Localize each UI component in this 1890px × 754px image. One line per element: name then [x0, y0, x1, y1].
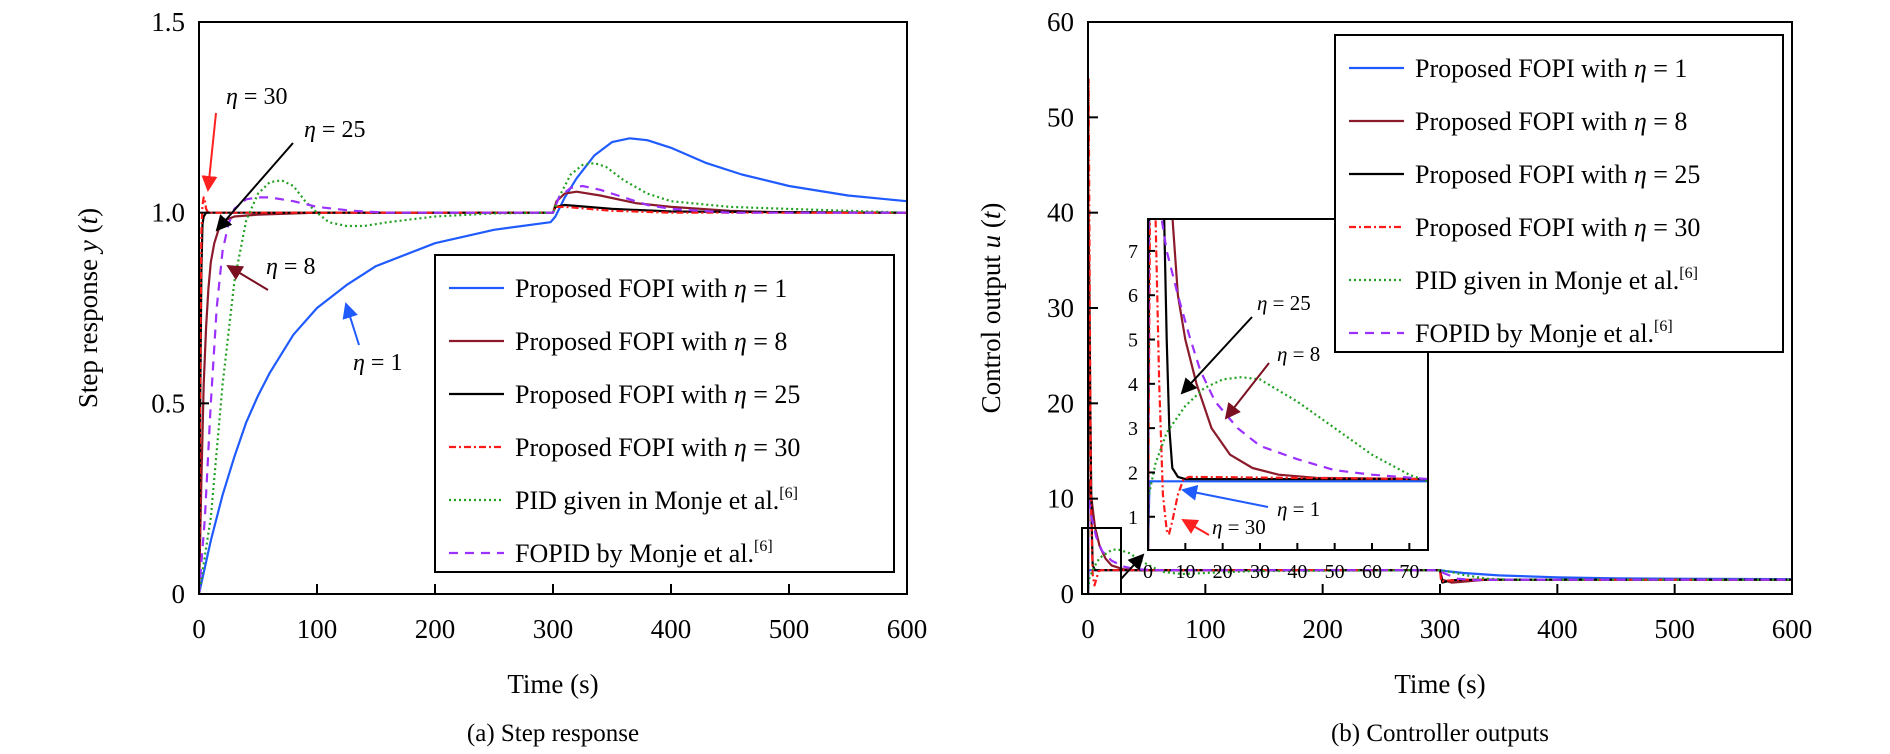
step-response-chart: 0 100 200 300 400 500 600 0 0.5 1.0 1.5 Time (s) S… — [73, 7, 927, 747]
annotation-arrow — [1181, 484, 1269, 508]
x-tick-label: 300 — [533, 614, 574, 644]
annotation-eta-30: η = 30 — [226, 84, 287, 110]
y-tick-label: 3 — [1128, 418, 1138, 440]
y-tick-label: 50 — [1047, 102, 1074, 132]
x-tick-label: 500 — [769, 614, 810, 644]
x-tick-label: 20 — [1213, 561, 1233, 583]
series-line-3 — [1148, 219, 1428, 550]
y-tick-label: 0 — [172, 579, 186, 609]
x-tick-label: 50 — [1325, 561, 1345, 583]
x-tick-label: 100 — [297, 614, 338, 644]
y-tick-label: 5 — [1128, 330, 1138, 352]
annotation-arrow — [342, 302, 360, 346]
series-line-5 — [199, 162, 907, 594]
x-axis-label: Time (s) — [1394, 669, 1485, 699]
legend-entry: FOPID by Monje et al.[6] — [1415, 318, 1673, 348]
x-tick-label: 200 — [415, 614, 456, 644]
x-tick-label: 400 — [651, 614, 692, 644]
y-tick-label: 0.5 — [151, 388, 185, 418]
y-tick-label: 6 — [1128, 285, 1138, 307]
series-line-5 — [1088, 548, 1792, 594]
x-tick-label: 0 — [1081, 614, 1095, 644]
x-tick-label: 400 — [1537, 614, 1578, 644]
annotation-arrow — [1181, 519, 1210, 536]
x-tick-label: 300 — [1420, 614, 1461, 644]
x-tick-label: 0 — [1143, 561, 1153, 583]
annotation-eta-1: η = 1 — [353, 350, 402, 376]
zoom-pointer-arrow — [1120, 553, 1145, 580]
annotation-eta-30: η = 30 — [1212, 515, 1266, 539]
annotation-eta-25: η = 25 — [1257, 291, 1311, 315]
legend: Proposed FOPI with η = 1 Proposed FOPI wi… — [434, 254, 895, 573]
y-axis-label: Control output u (t) — [976, 203, 1006, 414]
x-tick-label: 200 — [1302, 614, 1343, 644]
legend-entry: Proposed FOPI with η = 1 — [1415, 54, 1687, 83]
annotation-arrow — [1224, 362, 1270, 420]
legend-entry: Proposed FOPI with η = 25 — [1415, 160, 1700, 189]
x-tick-label: 600 — [1772, 614, 1813, 644]
x-tick-label: 0 — [192, 614, 206, 644]
series-line-6 — [1148, 219, 1428, 550]
series-line-2 — [1148, 219, 1428, 550]
legend-entry: Proposed FOPI with η = 25 — [515, 380, 800, 409]
zoom-region-box — [1081, 527, 1122, 595]
series-line-4 — [1088, 78, 1792, 594]
y-tick-label: 0 — [1061, 579, 1075, 609]
legend-entry: Proposed FOPI with η = 1 — [515, 274, 787, 303]
annotation-arrow — [226, 264, 269, 291]
x-tick-label: 40 — [1287, 561, 1307, 583]
y-tick-label: 10 — [1047, 484, 1074, 514]
series-line-1 — [199, 137, 907, 594]
x-tick-label: 10 — [1175, 561, 1195, 583]
x-tick-label: 60 — [1362, 561, 1382, 583]
annotation-eta-25: η = 25 — [304, 117, 365, 143]
legend-box — [434, 254, 895, 573]
legend-entry: FOPID by Monje et al.[6] — [515, 538, 773, 568]
series-layer — [1088, 78, 1792, 594]
legend-entry: Proposed FOPI with η = 8 — [1415, 107, 1687, 136]
y-tick-label: 2 — [1128, 462, 1138, 484]
annotation-arrow — [201, 112, 218, 192]
y-tick-label: 60 — [1047, 7, 1074, 37]
series-line-6 — [199, 184, 907, 594]
series-line-5 — [1148, 376, 1428, 500]
x-tick-label: 30 — [1250, 561, 1270, 583]
y-tick-label: 20 — [1047, 388, 1074, 418]
chart-caption: (b) Controller outputs — [1331, 720, 1549, 747]
legend-entry: Proposed FOPI with η = 30 — [515, 433, 800, 462]
annotation-eta-8: η = 8 — [1277, 342, 1320, 366]
annotation-eta-1: η = 1 — [1277, 497, 1320, 521]
legend-entry: Proposed FOPI with η = 30 — [1415, 213, 1700, 242]
inset-axis-ticks: 0 10 20 30 40 50 60 70 1 2 3 4 5 6 7 — [1128, 241, 1419, 583]
y-tick-label: 1.0 — [151, 198, 185, 228]
x-axis-label: Time (s) — [507, 669, 598, 699]
axis-ticks: 0 100 200 300 400 500 600 0 0.5 1.0 1.5 — [151, 7, 927, 644]
series-line-4 — [199, 196, 907, 594]
y-axis-label: Step response y (t) — [73, 208, 103, 408]
y-tick-label: 4 — [1128, 374, 1138, 396]
legend-entry: PID given in Monje et al.[6] — [515, 485, 798, 515]
y-tick-label: 1.5 — [151, 7, 185, 37]
annotation-arrow — [215, 142, 294, 232]
y-tick-label: 7 — [1128, 241, 1138, 263]
series-layer — [199, 137, 907, 594]
x-tick-label: 70 — [1399, 561, 1419, 583]
y-tick-label: 1 — [1128, 507, 1138, 529]
legend-entry: Proposed FOPI with η = 8 — [515, 327, 787, 356]
annotation-eta-8: η = 8 — [266, 254, 315, 280]
x-tick-label: 600 — [887, 614, 928, 644]
y-tick-label: 40 — [1047, 198, 1074, 228]
chart-caption: (a) Step response — [467, 720, 639, 747]
legend: Proposed FOPI with η = 1 Proposed FOPI wi… — [1334, 34, 1784, 353]
annotation-arrow — [1180, 316, 1253, 395]
legend-box — [1334, 34, 1784, 353]
y-tick-label: 30 — [1047, 293, 1074, 323]
x-tick-label: 100 — [1185, 614, 1226, 644]
legend-entry: PID given in Monje et al.[6] — [1415, 265, 1698, 295]
x-tick-label: 500 — [1654, 614, 1695, 644]
